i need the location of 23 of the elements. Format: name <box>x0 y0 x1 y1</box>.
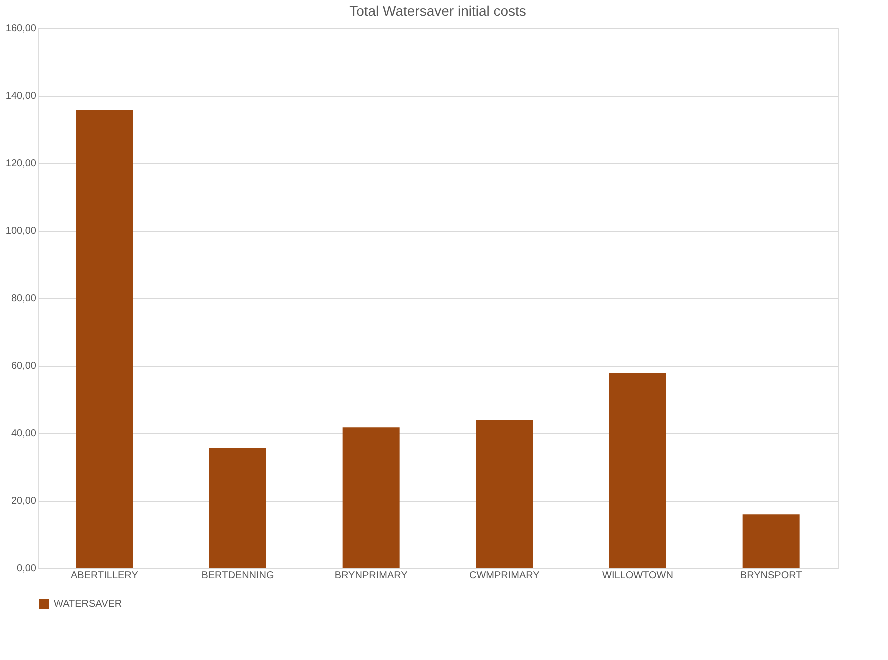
x-tick-label: CWMPRIMARY <box>469 570 540 582</box>
y-tick-label: 60,00 <box>11 361 37 372</box>
bar <box>476 420 534 568</box>
y-tick-label: 20,00 <box>11 496 37 507</box>
bar <box>76 110 134 568</box>
y-tick-label: 120,00 <box>6 158 37 170</box>
y-tick-label: 40,00 <box>11 428 37 440</box>
x-tick-label: BRYNPRIMARY <box>334 570 408 582</box>
bar <box>610 373 666 568</box>
bar <box>742 514 800 568</box>
legend-label: WATERSAVER <box>54 599 122 610</box>
x-tick-label: BERTDENNING <box>202 570 275 582</box>
y-tick-label: 140,00 <box>6 91 37 102</box>
chart-title: Total Watersaver initial costs <box>350 3 526 19</box>
y-tick-label: 100,00 <box>6 226 37 237</box>
bar <box>342 428 400 568</box>
bar <box>210 448 266 568</box>
y-tick-label: 0,00 <box>17 564 37 574</box>
y-tick-label: 160,00 <box>6 24 37 34</box>
x-tick-label: ABERTILLERY <box>70 570 139 582</box>
x-tick-label: WILLOWTOWN <box>602 570 674 582</box>
y-tick-label: 80,00 <box>11 294 37 304</box>
x-tick-label: BRYNSPORT <box>740 570 802 582</box>
